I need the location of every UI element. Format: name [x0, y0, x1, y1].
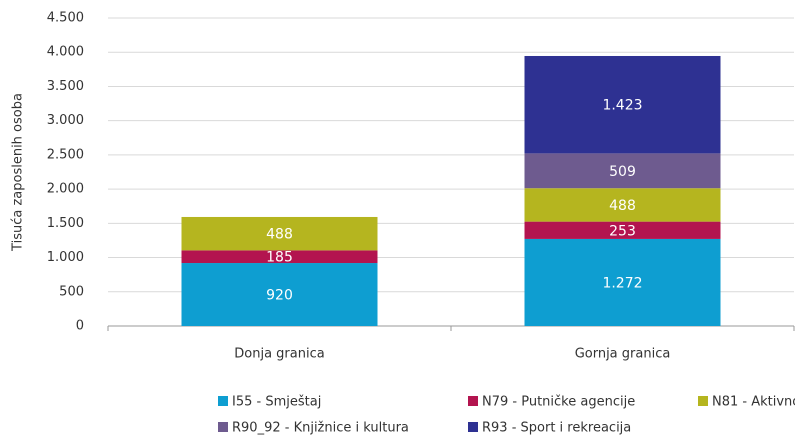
data-label: 509	[609, 164, 636, 180]
legend-swatch	[218, 422, 228, 432]
data-label: 488	[266, 227, 293, 243]
bar-segment	[181, 263, 378, 326]
bar-segment	[524, 55, 721, 154]
y-tick-label: 4.000	[47, 45, 84, 60]
y-tick-label: 2.500	[47, 147, 84, 162]
legend-label: N81 - Aktivnosti u krajoliku	[712, 395, 795, 410]
y-tick-label: 0	[76, 319, 84, 334]
y-axis-label: Tisuća zaposlenih osoba	[11, 93, 26, 252]
legend-label: I55 - Smještaj	[232, 395, 321, 410]
y-tick-label: 4.500	[47, 11, 84, 26]
y-tick-label: 500	[59, 284, 84, 299]
bar-segment	[524, 188, 721, 222]
y-tick-label: 1.500	[47, 216, 84, 231]
bar-segment	[524, 238, 721, 326]
legend-label: R90_92 - Knjižnice i kultura	[232, 421, 409, 436]
legend-swatch	[218, 396, 228, 406]
legend-swatch	[698, 396, 708, 406]
y-tick-label: 3.500	[47, 79, 84, 94]
x-tick-label: Donja granica	[234, 347, 324, 362]
y-tick-label: 2.000	[47, 182, 84, 197]
bar-segment	[524, 221, 721, 239]
legend-swatch	[468, 422, 478, 432]
y-tick-label: 1.000	[47, 250, 84, 265]
data-label: 488	[609, 198, 636, 214]
y-tick-label: 3.000	[47, 113, 84, 128]
data-label: 1.423	[602, 98, 642, 114]
bar-segment	[181, 250, 378, 264]
data-label: 185	[266, 250, 293, 266]
data-label: 253	[609, 223, 636, 239]
bar-segment	[524, 153, 721, 189]
x-tick-label: Gornja granica	[575, 347, 671, 362]
legend-label: R93 - Sport i rekreacija	[482, 421, 631, 436]
data-label: 1.272	[602, 275, 642, 291]
data-label: 920	[266, 288, 293, 304]
legend-swatch	[468, 396, 478, 406]
bar-segment	[181, 216, 378, 251]
legend-label: N79 - Putničke agencije	[482, 395, 635, 410]
